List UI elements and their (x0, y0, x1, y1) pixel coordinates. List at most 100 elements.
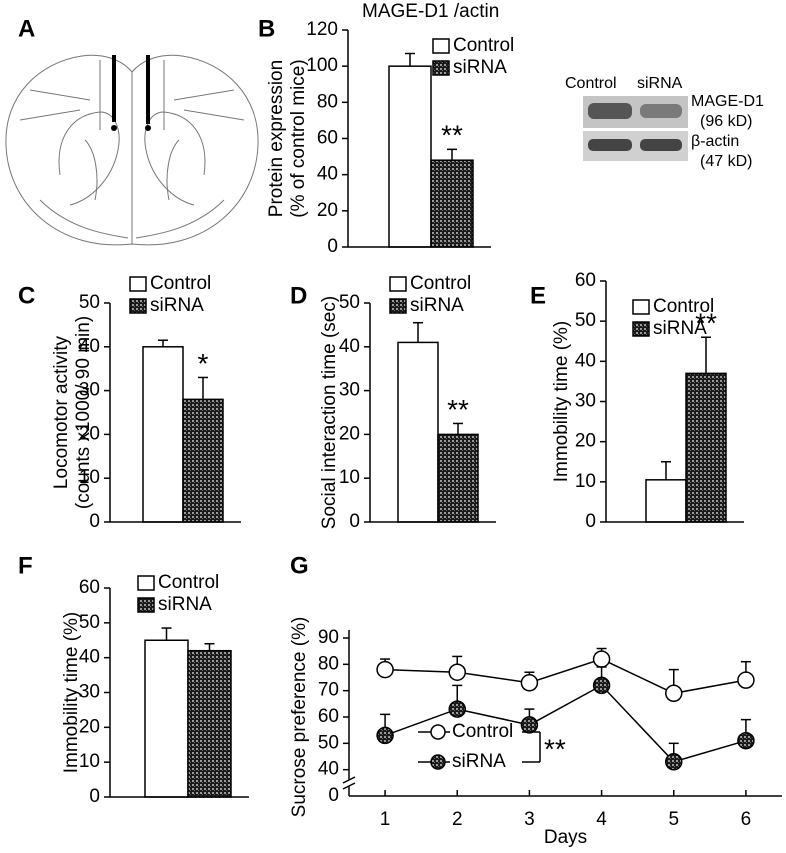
y-tick-label: 30 (79, 380, 100, 401)
bar (645, 479, 687, 523)
panel-letter: C (18, 282, 35, 309)
bar (187, 649, 232, 798)
y-tick-label: 10 (79, 751, 100, 772)
significance: ** (447, 394, 469, 425)
y-tick-label: 20 (317, 200, 338, 221)
y-axis-label: Sucrose preference (%) (289, 617, 310, 818)
data-point (520, 674, 539, 692)
data-point (592, 676, 611, 695)
legend-label: Control (150, 273, 211, 294)
legend-swatch (137, 597, 155, 613)
blot-band-label: β-actin (691, 133, 739, 150)
y-tick-label: 60 (575, 270, 596, 291)
y-tick-label: 20 (339, 423, 360, 444)
panel-letter: G (290, 552, 309, 579)
panel-letter: D (290, 282, 307, 309)
blot-lane-label: siRNA (637, 75, 683, 92)
legend-label: Control (452, 721, 513, 742)
x-tick-label: 1 (380, 809, 391, 830)
legend-swatch (129, 298, 147, 314)
y-tick-label: 40 (79, 336, 100, 357)
y-tick-label: 0 (585, 511, 596, 532)
bar (430, 159, 474, 248)
bar (142, 346, 184, 523)
significance: ** (544, 733, 566, 764)
panel-letter: A (18, 15, 35, 42)
western-blot (583, 96, 688, 161)
y-tick-label: 60 (318, 706, 339, 727)
x-tick-label: 5 (668, 809, 679, 830)
y-tick-label: 40 (79, 647, 100, 668)
data-point (665, 753, 683, 771)
axis-break (342, 776, 356, 784)
y-tick-label: 10 (575, 471, 596, 492)
data-point (737, 731, 755, 750)
y-tick-label: 50 (339, 292, 360, 313)
legend-label: siRNA (653, 318, 707, 339)
y-axis-label: Locomotor activity (51, 335, 72, 489)
data-point (737, 671, 755, 689)
blot-lane-label: Control (565, 75, 617, 92)
legend-swatch (432, 38, 450, 54)
data-point (376, 660, 394, 679)
bar (397, 341, 439, 523)
x-tick-label: 2 (452, 809, 463, 830)
panel-letter: F (18, 552, 33, 579)
data-point (665, 684, 683, 703)
legend-label: siRNA (150, 295, 204, 316)
legend-swatch (632, 299, 650, 315)
legend-label: siRNA (410, 295, 464, 316)
y-tick-label: 60 (79, 577, 100, 598)
y-tick-label: 0 (89, 786, 100, 807)
y-tick-label: 30 (79, 682, 100, 703)
x-axis-label: Days (544, 827, 587, 848)
blot-band-label: (96 kD) (700, 113, 752, 130)
y-tick-label: 40 (339, 336, 360, 357)
y-tick-label: 0 (349, 511, 360, 532)
y-tick-label: 0 (328, 785, 339, 806)
data-point (376, 726, 394, 745)
significance: * (198, 348, 209, 379)
legend-marker (430, 754, 446, 770)
bar (685, 372, 727, 523)
bar (182, 398, 224, 523)
data-point (448, 700, 466, 718)
y-axis-label: (% of control mice) (288, 59, 309, 217)
legend-marker (430, 724, 446, 740)
x-tick-label: 3 (524, 809, 535, 830)
legend-label: Control (453, 35, 514, 56)
blot-band-label: MAGE-D1 (691, 93, 764, 110)
panel-letter: E (530, 282, 546, 309)
y-tick-label: 20 (79, 423, 100, 444)
y-tick-label: 40 (317, 164, 338, 185)
legend-label: siRNA (158, 594, 212, 615)
y-tick-label: 90 (318, 627, 339, 648)
y-tick-label: 60 (317, 128, 338, 149)
legend-swatch (389, 298, 407, 314)
legend-swatch (137, 575, 155, 591)
y-tick-label: 120 (306, 19, 338, 40)
y-tick-label: 10 (79, 467, 100, 488)
legend-swatch (129, 276, 147, 292)
y-tick-label: 80 (317, 91, 338, 112)
legend-label: Control (158, 572, 219, 593)
y-tick-label: 40 (318, 759, 339, 780)
y-tick-label: 20 (79, 716, 100, 737)
y-tick-label: 50 (575, 310, 596, 331)
y-axis-label: Social interaction time (sec) (319, 296, 340, 529)
y-tick-label: 50 (79, 292, 100, 313)
bar (388, 65, 432, 248)
bar (437, 433, 479, 523)
series-line (384, 684, 747, 763)
x-tick-label: 4 (596, 809, 607, 830)
y-tick-label: 10 (339, 467, 360, 488)
x-tick-label: 6 (741, 809, 752, 830)
data-point (520, 716, 539, 734)
y-axis-label: Immobility time (%) (551, 321, 572, 483)
legend-swatch (632, 321, 650, 337)
bar (144, 639, 189, 798)
legend-label: Control (410, 273, 471, 294)
y-tick-label: 30 (339, 380, 360, 401)
legend-label: Control (653, 296, 714, 317)
